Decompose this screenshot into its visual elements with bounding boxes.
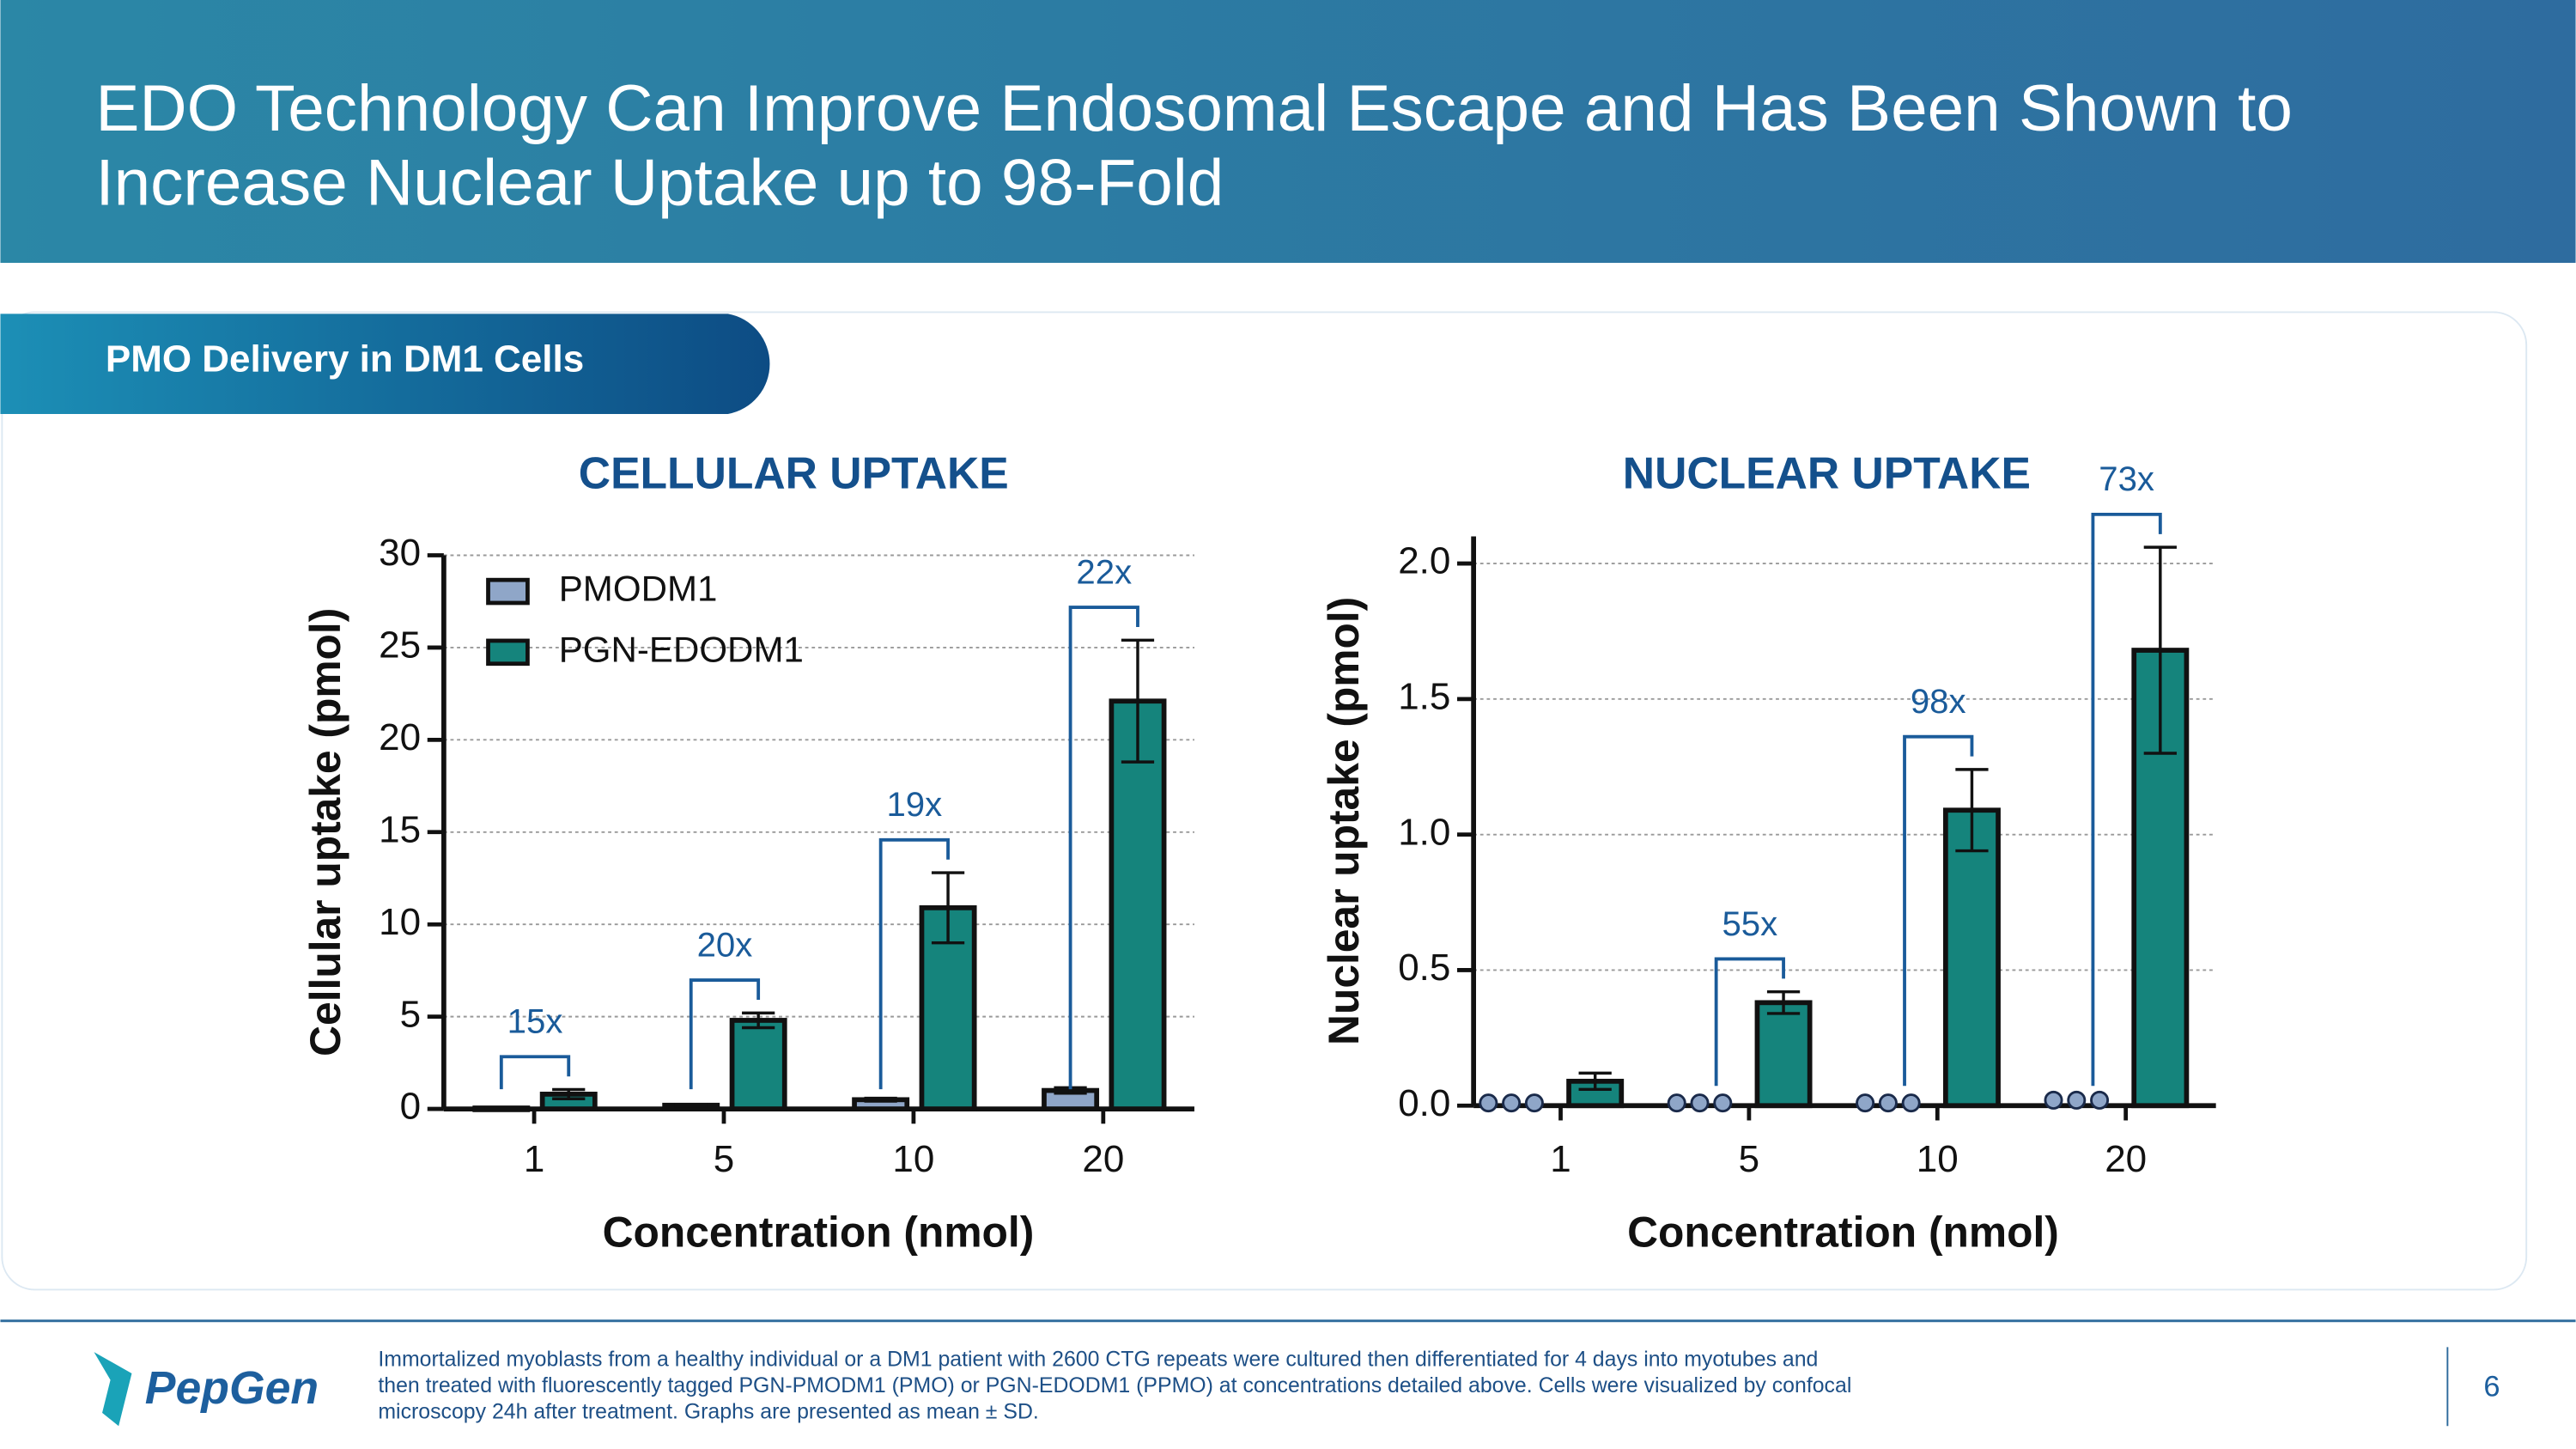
fold-bracket bbox=[878, 837, 950, 1090]
bar bbox=[1754, 1000, 1813, 1109]
fold-bracket bbox=[1714, 957, 1785, 1087]
x-tick-label: 20 bbox=[2105, 1138, 2147, 1180]
bar bbox=[729, 1018, 787, 1111]
y-tick-label: 1.5 bbox=[1398, 675, 1450, 717]
fold-bracket bbox=[2091, 512, 2162, 1087]
data-dot bbox=[1901, 1093, 1921, 1113]
y-tick-label: 15 bbox=[379, 808, 421, 850]
error-bar bbox=[484, 1105, 518, 1111]
fold-bracket bbox=[1903, 734, 1974, 1087]
fold-label: 22x bbox=[1076, 552, 1132, 591]
data-dot bbox=[1713, 1093, 1733, 1113]
error-bar bbox=[1578, 1071, 1612, 1092]
x-tick-label: 10 bbox=[892, 1138, 934, 1180]
fold-label: 19x bbox=[886, 785, 942, 824]
y-tick-label: 25 bbox=[379, 624, 421, 667]
fold-bracket bbox=[1068, 606, 1139, 1090]
error-bar bbox=[2143, 545, 2177, 755]
error-bar bbox=[742, 1011, 775, 1030]
y-tick-label: 2.0 bbox=[1398, 540, 1450, 582]
fold-label: 55x bbox=[1722, 904, 1777, 943]
error-bar bbox=[864, 1096, 897, 1103]
section-label: PMO Delivery in DM1 Cells bbox=[106, 338, 584, 380]
bar bbox=[1942, 807, 2001, 1109]
error-bar bbox=[674, 1102, 708, 1108]
x-tick-label: 5 bbox=[1739, 1138, 1759, 1180]
y-tick-label: 1.0 bbox=[1398, 811, 1450, 853]
panel bbox=[1, 311, 2528, 1291]
y-tick-label: 10 bbox=[379, 901, 421, 943]
legend-label: PGN-EDODM1 bbox=[559, 629, 804, 669]
y-tick-label: 5 bbox=[400, 993, 421, 1035]
data-dot bbox=[2090, 1090, 2110, 1110]
y-tick-label: 0 bbox=[400, 1086, 421, 1128]
title-line: EDO Technology Can Improve Endosomal Esc… bbox=[95, 72, 2293, 145]
y-axis-label: Cellular uptake (pmol) bbox=[301, 608, 349, 1056]
x-tick-label: 10 bbox=[1917, 1138, 1959, 1180]
footnote-line: Immortalized myoblasts from a healthy in… bbox=[378, 1347, 1818, 1371]
fold-label: 15x bbox=[507, 1002, 563, 1041]
data-dot bbox=[1856, 1093, 1875, 1113]
footnote-line: microscopy 24h after treatment. Graphs a… bbox=[378, 1399, 1038, 1423]
data-dot bbox=[1667, 1093, 1686, 1113]
fold-label: 20x bbox=[697, 925, 753, 964]
logo: PepGen bbox=[145, 1363, 319, 1414]
x-axis-label: Concentration (nmol) bbox=[1627, 1208, 2059, 1256]
x-tick-label: 5 bbox=[714, 1138, 734, 1180]
bar bbox=[919, 905, 977, 1111]
x-tick-label: 20 bbox=[1082, 1138, 1124, 1180]
legend-label: PMODM1 bbox=[559, 569, 718, 609]
fold-bracket bbox=[499, 1055, 571, 1090]
data-dot bbox=[1690, 1093, 1710, 1113]
x-tick-label: 1 bbox=[1550, 1138, 1571, 1180]
data-dot bbox=[1502, 1093, 1522, 1113]
data-dot bbox=[2067, 1090, 2087, 1110]
error-bar bbox=[552, 1087, 586, 1100]
section-pill bbox=[0, 314, 770, 414]
fold-label: 98x bbox=[1911, 682, 1966, 721]
footnote-line: then treated with fluorescently tagged P… bbox=[378, 1373, 1851, 1397]
chart-title: CELLULAR UPTAKE bbox=[579, 447, 1009, 497]
legend-swatch bbox=[486, 577, 530, 606]
y-tick-label: 20 bbox=[379, 716, 421, 758]
data-dot bbox=[1479, 1093, 1498, 1113]
fold-label: 73x bbox=[2099, 460, 2154, 498]
bar bbox=[1109, 698, 1167, 1111]
data-dot bbox=[1524, 1093, 1544, 1113]
header-band bbox=[0, 0, 2576, 264]
error-bar bbox=[931, 871, 965, 945]
y-tick-label: 0.0 bbox=[1398, 1082, 1450, 1124]
error-bar bbox=[1121, 638, 1155, 764]
x-tick-label: 1 bbox=[524, 1138, 544, 1180]
page-number: 6 bbox=[2483, 1370, 2500, 1403]
data-dot bbox=[1878, 1093, 1898, 1113]
y-axis-label: Nuclear uptake (pmol) bbox=[1320, 597, 1368, 1045]
title-line: Increase Nuclear Uptake up to 98-Fold bbox=[95, 146, 1224, 219]
logo-icon bbox=[94, 1352, 132, 1427]
data-dot bbox=[2044, 1090, 2063, 1110]
legend-swatch bbox=[486, 638, 530, 667]
error-bar bbox=[1766, 989, 1801, 1015]
x-axis-label: Concentration (nmol) bbox=[603, 1208, 1035, 1256]
y-tick-label: 0.5 bbox=[1398, 947, 1450, 989]
y-tick-label: 30 bbox=[379, 532, 421, 574]
error-bar bbox=[1955, 768, 1989, 853]
fold-bracket bbox=[689, 978, 761, 1090]
chart-title: NUCLEAR UPTAKE bbox=[1623, 447, 2031, 497]
